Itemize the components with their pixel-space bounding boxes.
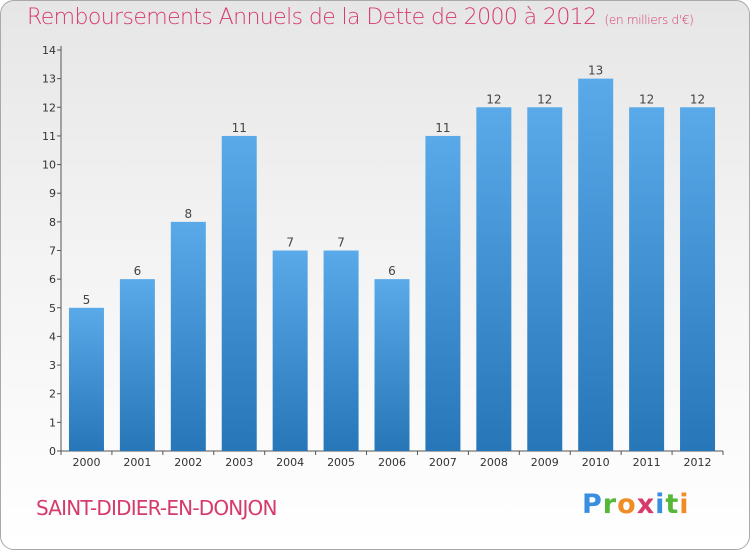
y-tick-label: 8: [49, 216, 56, 229]
bar: [629, 107, 665, 452]
x-tick-label: 2001: [123, 456, 151, 469]
y-tick-label: 9: [49, 187, 56, 200]
x-tick-label: 2006: [378, 456, 406, 469]
y-tick-label: 13: [42, 73, 56, 86]
bar: [272, 250, 308, 451]
y-tick-label: 6: [49, 273, 56, 286]
y-tick-label: 4: [49, 330, 56, 343]
bar: [170, 221, 206, 451]
y-tick-label: 1: [49, 416, 56, 429]
y-tick-label: 3: [49, 359, 56, 372]
y-tick-label: 2: [49, 388, 56, 401]
data-label: 6: [388, 264, 396, 278]
y-tick-label: 10: [42, 159, 56, 172]
logo-letter: x: [636, 489, 656, 520]
x-tick-label: 2012: [684, 456, 712, 469]
x-tick-label: 2005: [327, 456, 355, 469]
data-label: 7: [286, 236, 294, 250]
bar: [425, 135, 461, 451]
y-tick-label: 0: [49, 445, 56, 458]
bar: [119, 279, 155, 451]
bar: [323, 250, 359, 451]
data-label: 11: [232, 121, 247, 135]
chart-subtitle: (en milliers d'€): [604, 13, 694, 27]
bar: [68, 307, 104, 451]
x-tick-label: 2010: [582, 456, 610, 469]
data-label: 12: [537, 92, 552, 106]
bar: [578, 78, 614, 452]
bar: [221, 135, 257, 451]
x-tick-label: 2007: [429, 456, 457, 469]
data-label: 7: [337, 236, 345, 250]
data-label: 6: [134, 264, 142, 278]
x-tick-label: 2000: [72, 456, 100, 469]
data-label: 13: [588, 64, 603, 78]
data-label: 11: [435, 121, 450, 135]
y-tick-label: 5: [49, 302, 56, 315]
y-tick-label: 14: [42, 44, 56, 57]
data-label: 12: [486, 92, 501, 106]
logo-letter: P: [582, 489, 603, 520]
city-name: SAINT-DIDIER-EN-DONJON: [36, 496, 277, 520]
logo-letter: t: [665, 489, 680, 520]
y-tick-label: 11: [42, 130, 56, 143]
bar: [527, 107, 563, 452]
logo-letter: i: [679, 489, 690, 520]
bar: [476, 107, 512, 452]
bar: [680, 107, 716, 452]
x-tick-label: 2008: [480, 456, 508, 469]
chart-title: Remboursements Annuels de la Dette de 20…: [27, 5, 597, 30]
logo-letter: o: [617, 489, 637, 520]
data-label: 8: [184, 207, 192, 221]
data-label: 12: [639, 92, 654, 106]
x-tick-label: 2002: [174, 456, 202, 469]
logo-letter: r: [602, 489, 618, 520]
bar: [374, 279, 410, 451]
y-tick-label: 7: [49, 245, 56, 258]
data-label: 5: [83, 293, 91, 307]
x-tick-label: 2009: [531, 456, 559, 469]
logo-letter: i: [655, 489, 666, 520]
chart-title-block: Remboursements Annuels de la Dette de 20…: [27, 5, 694, 30]
x-tick-label: 2003: [225, 456, 253, 469]
proxiti-logo[interactable]: Proxiti: [582, 489, 690, 520]
x-tick-label: 2011: [633, 456, 661, 469]
x-tick-label: 2004: [276, 456, 304, 469]
y-tick-label: 12: [42, 101, 56, 114]
data-label: 12: [690, 92, 705, 106]
